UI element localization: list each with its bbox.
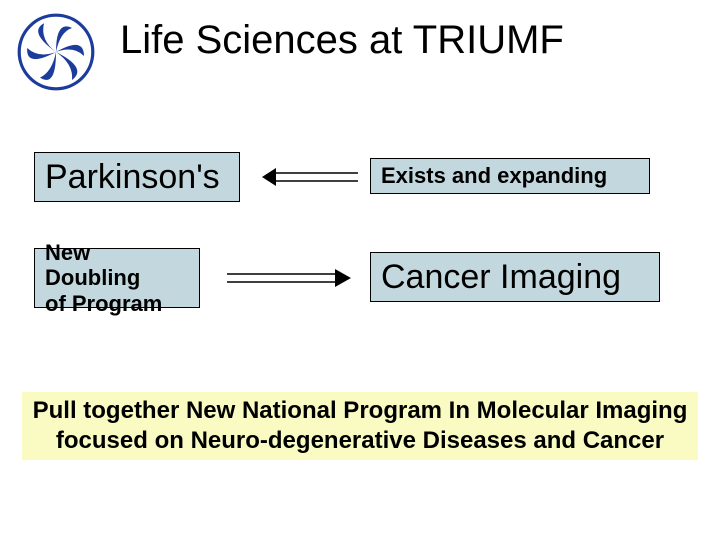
box-cancer-label: Cancer Imaging: [381, 258, 621, 297]
arrow-left-icon: [260, 165, 360, 194]
slide-title: Life Sciences at TRIUMF: [120, 18, 564, 63]
slide: Life Sciences at TRIUMF Parkinson's Exis…: [0, 0, 720, 540]
arrow-right-icon: [225, 266, 355, 295]
box-parkinsons-label: Parkinson's: [45, 158, 220, 197]
box-doubling: New Doubling of Program: [34, 248, 200, 308]
box-parkinsons: Parkinson's: [34, 152, 240, 202]
box-exists: Exists and expanding: [370, 158, 650, 194]
box-exists-label: Exists and expanding: [381, 163, 607, 189]
box-doubling-label: New Doubling of Program: [45, 240, 189, 316]
box-cancer: Cancer Imaging: [370, 252, 660, 302]
triumf-logo-icon: [16, 12, 96, 92]
summary-text: Pull together New National Program In Mo…: [22, 392, 698, 460]
